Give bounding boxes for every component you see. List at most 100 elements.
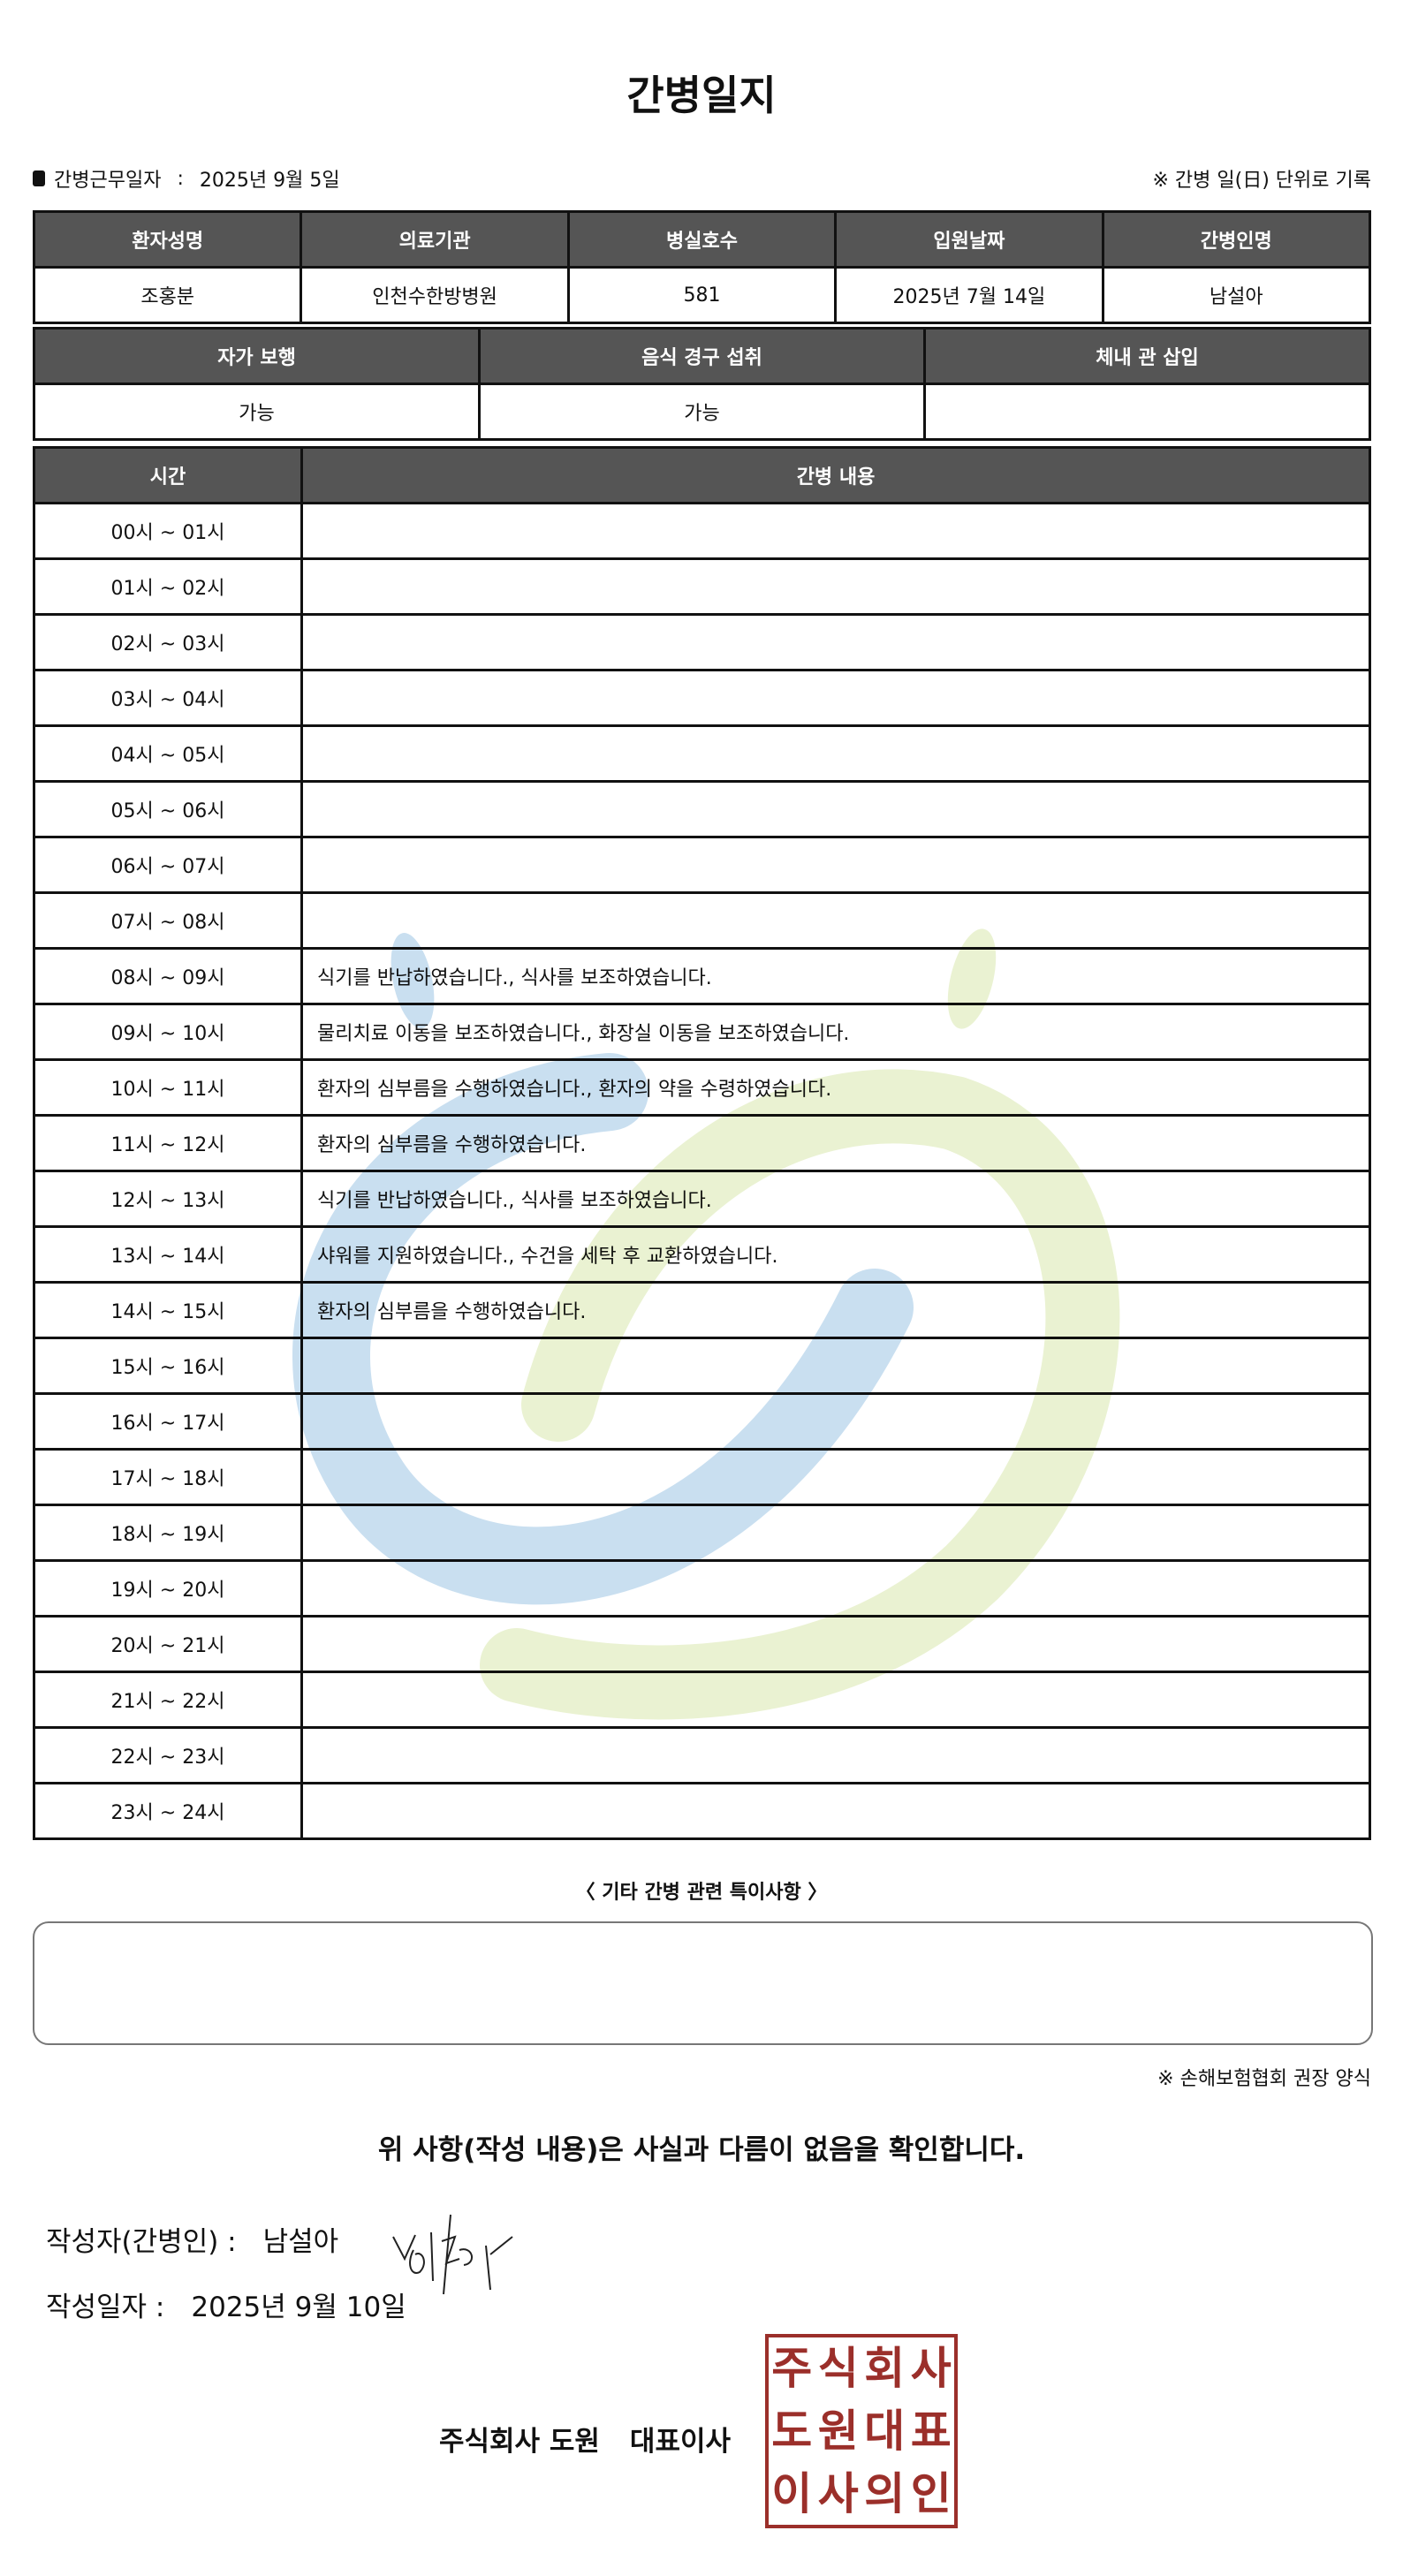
table-row: 23시 ~ 24시	[33, 1782, 1371, 1840]
record-note: ※ 간병 일(日) 단위로 기록	[1152, 170, 1372, 192]
table-row: 21시 ~ 22시	[33, 1671, 1371, 1729]
table-row: 08시 ~ 09시 식기를 반납하였습니다., 식사를 보조하였습니다.	[33, 947, 1371, 1005]
table-row: 05시 ~ 06시	[33, 780, 1371, 838]
work-date: 2025년 9월 5일	[199, 170, 340, 192]
table-row: 12시 ~ 13시 식기를 반납하였습니다., 식사를 보조하였습니다.	[33, 1170, 1371, 1228]
stamp-character: 식	[817, 2343, 859, 2395]
header-cell: 의료기관	[300, 210, 570, 269]
stamp-character: 의	[864, 2467, 906, 2519]
care-content-cell: 식기를 반납하였습니다., 식사를 보조하였습니다.	[300, 947, 1371, 1005]
written-date-label: 작성일자 :	[46, 2292, 165, 2323]
time-cell: 14시 ~ 15시	[33, 1281, 303, 1339]
time-cell: 16시 ~ 17시	[33, 1392, 303, 1451]
work-date-sep: :	[177, 167, 184, 190]
stamp-character: 인	[910, 2467, 952, 2519]
company-name: 주식회사 도원	[439, 2426, 600, 2458]
writer-name: 남설아	[262, 2226, 339, 2258]
time-cell: 21시 ~ 22시	[33, 1671, 303, 1729]
table-row: 13시 ~ 14시 샤워를 지원하였습니다., 수건을 세탁 후 교환하였습니다.	[33, 1225, 1371, 1284]
company-title: 대표이사	[629, 2426, 732, 2458]
time-cell: 00시 ~ 01시	[33, 502, 303, 560]
care-content-cell	[300, 1559, 1371, 1618]
time-cell: 05시 ~ 06시	[33, 780, 303, 838]
time-cell: 19시 ~ 20시	[33, 1559, 303, 1618]
tube-insertion	[923, 383, 1371, 441]
time-cell: 06시 ~ 07시	[33, 836, 303, 894]
care-content-cell	[300, 780, 1371, 838]
time-cell: 20시 ~ 21시	[33, 1615, 303, 1673]
care-content-cell	[300, 1504, 1371, 1562]
info-line: 간병근무일자 : 2025년 9월 5일 ※ 간병 일(日) 단위로 기록	[33, 164, 1371, 193]
header-cell: 간병 내용	[300, 446, 1371, 504]
status-table: 자가 보행 음식 경구 섭취 체내 관 삽입 가능 가능	[33, 327, 1371, 441]
care-content-cell	[300, 836, 1371, 894]
table-row: 18시 ~ 19시	[33, 1504, 1371, 1562]
care-content-cell	[300, 1392, 1371, 1451]
writer-label: 작성자(간병인) :	[46, 2226, 237, 2258]
written-date-line: 작성일자 : 2025년 9월 10일	[46, 2284, 406, 2324]
time-cell: 10시 ~ 11시	[33, 1058, 303, 1117]
time-cell: 11시 ~ 12시	[33, 1114, 303, 1172]
header-cell: 체내 관 삽입	[923, 327, 1371, 385]
care-content-cell	[300, 1671, 1371, 1729]
header-cell: 입원날짜	[834, 210, 1104, 269]
time-cell: 09시 ~ 10시	[33, 1003, 303, 1061]
time-cell: 13시 ~ 14시	[33, 1225, 303, 1284]
header-cell: 시간	[33, 446, 303, 504]
writer-line: 작성자(간병인) : 남설아	[46, 2219, 338, 2259]
table-row: 17시 ~ 18시	[33, 1448, 1371, 1506]
care-content-cell	[300, 1782, 1371, 1840]
care-content-cell	[300, 502, 1371, 560]
table-row: 04시 ~ 05시	[33, 724, 1371, 783]
bullet-square-icon	[33, 170, 45, 186]
table-row: 03시 ~ 04시	[33, 669, 1371, 727]
table-row: 02시 ~ 03시	[33, 613, 1371, 671]
table-row: 19시 ~ 20시	[33, 1559, 1371, 1618]
time-cell: 22시 ~ 23시	[33, 1726, 303, 1784]
table-row: 11시 ~ 12시 환자의 심부름을 수행하였습니다.	[33, 1114, 1371, 1172]
care-content-cell	[300, 1615, 1371, 1673]
time-cell: 18시 ~ 19시	[33, 1504, 303, 1562]
header-cell: 음식 경구 섭취	[478, 327, 926, 385]
time-cell: 02시 ~ 03시	[33, 613, 303, 671]
care-content-cell	[300, 724, 1371, 783]
care-content-cell: 환자의 심부름을 수행하였습니다.	[300, 1114, 1371, 1172]
work-date-label: 간병근무일자	[54, 170, 162, 192]
stamp-character: 사	[910, 2343, 952, 2395]
care-content-cell	[300, 1337, 1371, 1395]
care-content-cell: 물리치료 이동을 보조하였습니다., 화장실 이동을 보조하였습니다.	[300, 1003, 1371, 1061]
care-content-cell	[300, 1448, 1371, 1506]
header-cell: 병실호수	[566, 210, 838, 269]
header-cell: 자가 보행	[33, 327, 481, 385]
table-row: 00시 ~ 01시	[33, 502, 1371, 560]
table-row: 07시 ~ 08시	[33, 891, 1371, 950]
company-line: 주식회사 도원 대표이사	[439, 2419, 731, 2459]
care-content-cell: 샤워를 지원하였습니다., 수건을 세탁 후 교환하였습니다.	[300, 1225, 1371, 1284]
care-content-cell	[300, 891, 1371, 950]
table-row: 20시 ~ 21시	[33, 1615, 1371, 1673]
header-cell: 간병인명	[1101, 210, 1372, 269]
room-number: 581	[566, 266, 838, 324]
stamp-character: 이	[771, 2467, 813, 2519]
table-row: 14시 ~ 15시 환자의 심부름을 수행하였습니다.	[33, 1281, 1371, 1339]
special-notes-label: 〈 기타 간병 관련 특이사항 〉	[575, 1882, 828, 1904]
self-walking: 가능	[33, 383, 481, 441]
time-cell: 12시 ~ 13시	[33, 1170, 303, 1228]
handwritten-signature	[392, 2214, 513, 2295]
time-cell: 15시 ~ 16시	[33, 1337, 303, 1395]
care-content-cell: 식기를 반납하였습니다., 식사를 보조하였습니다.	[300, 1170, 1371, 1228]
time-cell: 17시 ~ 18시	[33, 1448, 303, 1506]
time-cell: 08시 ~ 09시	[33, 947, 303, 1005]
time-cell: 04시 ~ 05시	[33, 724, 303, 783]
stamp-character: 회	[864, 2343, 906, 2395]
caregiver-name: 남설아	[1101, 266, 1372, 324]
stamp-character: 원	[817, 2405, 859, 2457]
association-note: ※ 손해보험협회 권장 양식	[1157, 2068, 1371, 2090]
stamp-character: 표	[910, 2405, 952, 2457]
hospital: 인천수한방병원	[300, 266, 570, 324]
stamp-character: 사	[817, 2467, 859, 2519]
patient-name: 조홍분	[32, 266, 303, 324]
care-content-cell: 환자의 심부름을 수행하였습니다., 환자의 약을 수령하였습니다.	[300, 1058, 1371, 1117]
special-notes-box	[33, 1921, 1373, 2045]
